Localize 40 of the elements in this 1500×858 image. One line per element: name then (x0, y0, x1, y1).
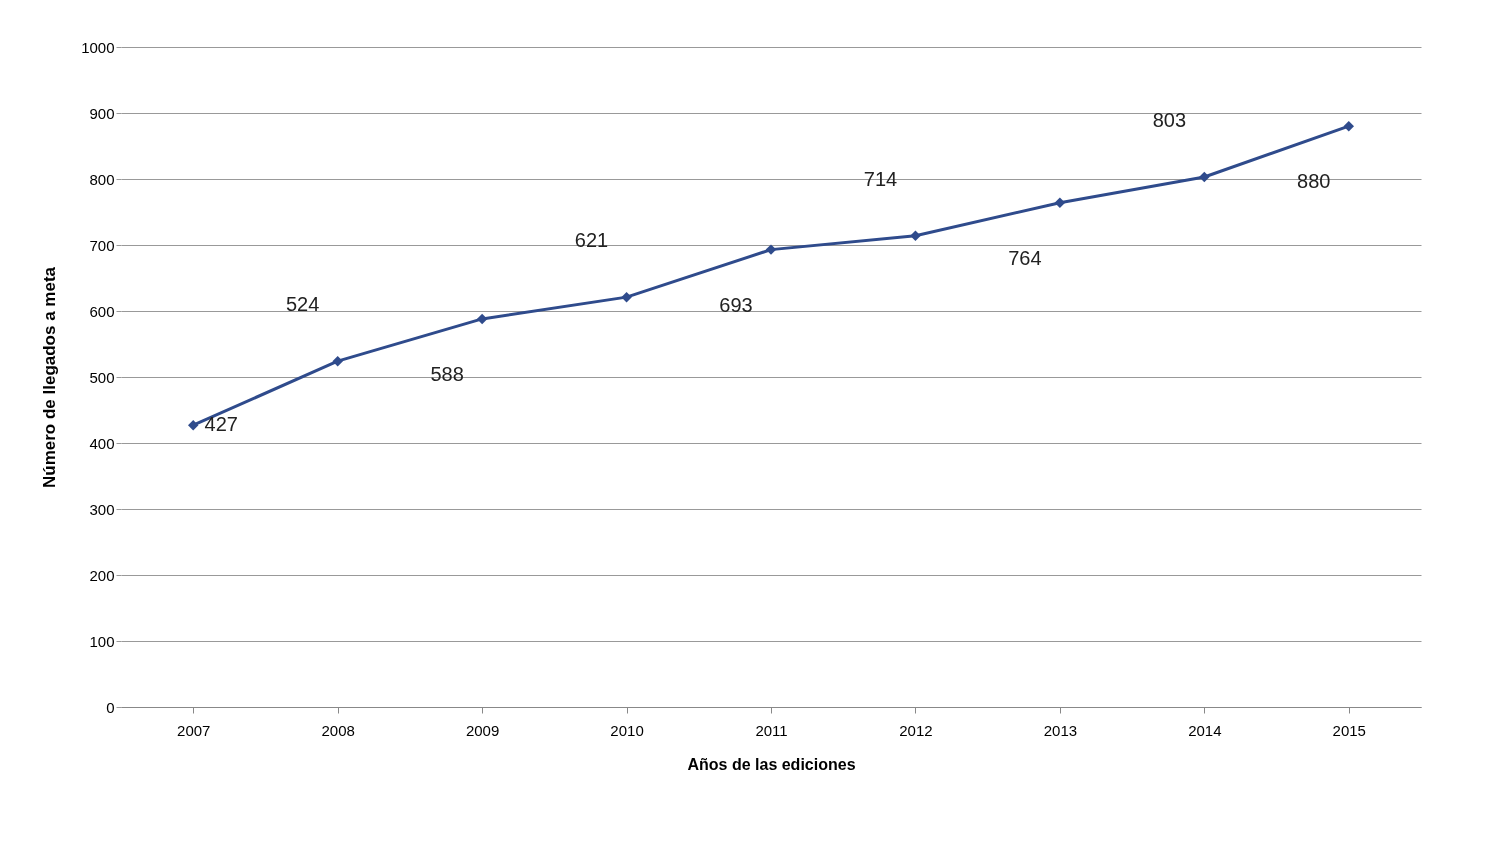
x-tick-label: 2013 (1043, 721, 1078, 739)
x-tick-label: 2010 (610, 721, 644, 739)
point (476, 313, 488, 325)
x-axis-title: Años de las ediciones (687, 755, 856, 773)
point (1054, 197, 1066, 208)
data-label: 693 (719, 293, 753, 316)
y-tick-label: 100 (89, 632, 115, 650)
y-tick-label: 200 (89, 566, 115, 584)
x-tick-label: 2007 (177, 721, 211, 739)
point (1199, 171, 1210, 183)
x-tick-label: 2015 (1332, 721, 1366, 739)
data-label: 803 (1152, 109, 1187, 132)
x-tick-label: 2009 (465, 721, 500, 739)
y-tick-label: 900 (89, 104, 115, 122)
y-tick-label: 600 (89, 302, 115, 320)
data-label: 714 (863, 167, 898, 190)
x-tick-label: 2008 (321, 721, 355, 739)
data-label: 764 (1008, 246, 1042, 269)
point (1343, 120, 1355, 132)
y-tick-label: 400 (89, 434, 115, 452)
y-tick-label: 1000 (81, 38, 115, 56)
data-label: 880 (1297, 170, 1331, 193)
point (621, 291, 632, 303)
y-tick-label: 500 (89, 368, 115, 386)
x-tick-label: 2012 (899, 721, 933, 739)
data-label: 524 (285, 293, 320, 316)
point (910, 230, 921, 241)
x-tick-label: 2014 (1188, 721, 1222, 739)
y-tick-label: 0 (106, 698, 115, 716)
y-tick-label: 700 (89, 236, 115, 254)
data-label: 427 (204, 413, 238, 436)
y-axis-title: Número de llegados a meta (40, 266, 60, 489)
point (765, 244, 777, 255)
point (332, 355, 343, 367)
y-tick-label: 800 (89, 170, 115, 188)
y-tick-label: 300 (89, 500, 115, 518)
point (187, 419, 199, 431)
x-tick-label: 2011 (755, 721, 788, 739)
data-label: 621 (574, 229, 609, 252)
data-label: 588 (430, 362, 464, 385)
